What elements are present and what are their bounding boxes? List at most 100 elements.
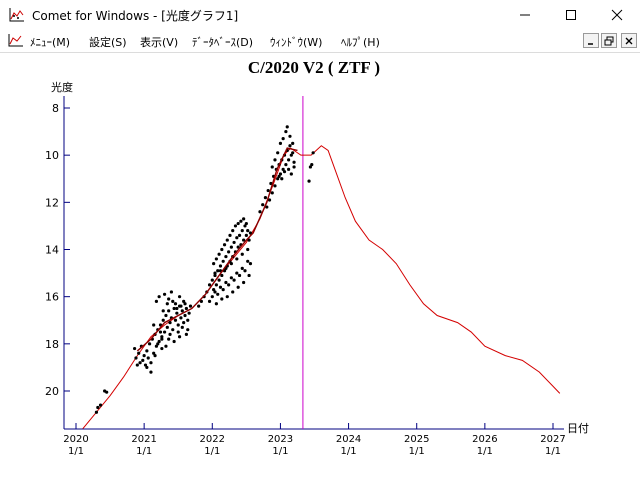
- minimize-button[interactable]: [502, 0, 548, 30]
- menu-window[interactable]: ｳｨﾝﾄﾞｳ(W): [270, 36, 323, 49]
- mdi-minimize-button[interactable]: [583, 33, 599, 48]
- observation-point: [175, 311, 179, 315]
- x-tick-label-date: 1/1: [204, 446, 220, 457]
- observation-point: [229, 262, 233, 266]
- observation-point: [173, 302, 178, 306]
- x-tick-label-year: 2023: [268, 434, 293, 445]
- observation-point: [207, 299, 212, 303]
- observation-point: [244, 233, 248, 237]
- observation-point: [222, 243, 227, 247]
- menu-main[interactable]: ﾒﾆｭｰ(M): [30, 36, 71, 49]
- observation-point: [291, 151, 295, 155]
- observation-point: [244, 221, 248, 226]
- observation-point: [180, 325, 184, 329]
- observation-point: [240, 252, 244, 256]
- observation-point: [221, 287, 225, 292]
- observation-point: [235, 236, 239, 240]
- fit-curve: [136, 147, 298, 352]
- observation-point: [287, 167, 291, 171]
- observation-point: [308, 165, 313, 169]
- observation-point: [220, 247, 224, 252]
- chart-window: C/2020 V2 ( ZTF ) 光度 日付 8 10 12 14 16 18 20 202…: [2, 53, 638, 478]
- observation-point: [197, 304, 201, 308]
- menu-view[interactable]: 表示(V): [140, 36, 179, 49]
- observation-point: [246, 259, 250, 263]
- x-tick-label-year: 2022: [200, 434, 225, 445]
- x-tick-label-year: 2024: [336, 434, 361, 445]
- observation-point: [288, 144, 292, 148]
- observation-point: [243, 224, 247, 228]
- x-tick-label-date: 1/1: [341, 446, 357, 457]
- window-titlebar[interactable]: Comet for Windows - [光度グラフ1]: [0, 0, 640, 30]
- observation-point: [291, 141, 295, 145]
- observation-point: [273, 184, 277, 188]
- observation-point: [169, 290, 173, 294]
- observation-point: [175, 306, 179, 311]
- observation-point: [225, 238, 229, 242]
- observation-point: [281, 167, 285, 171]
- x-tick-label-date: 1/1: [68, 446, 84, 457]
- observation-point: [182, 299, 186, 303]
- observation-point: [242, 217, 246, 221]
- observation-point: [160, 346, 164, 351]
- menu-settings[interactable]: 設定(S): [89, 36, 127, 49]
- observation-point: [227, 283, 231, 287]
- x-tick-label-date: 1/1: [272, 446, 288, 457]
- observation-point: [137, 351, 141, 355]
- menu-help[interactable]: ﾍﾙﾌﾟ(H): [341, 36, 380, 49]
- observation-point: [162, 330, 167, 334]
- observation-point: [288, 134, 292, 138]
- y-tick-label: 14: [45, 244, 59, 257]
- chart-app-icon: [9, 8, 24, 22]
- menu-bar: ﾒﾆｭｰ(M) 設定(S) 表示(V) ﾃﾞｰﾀﾍﾞｰｽ(D) ｳｨﾝﾄﾞｳ(W…: [0, 30, 640, 53]
- observation-point: [94, 410, 99, 414]
- observation-point: [167, 297, 171, 301]
- observations: [94, 125, 315, 414]
- observation-point: [212, 287, 216, 292]
- observation-point: [160, 337, 164, 341]
- observation-point: [214, 257, 218, 261]
- observation-point: [156, 342, 160, 346]
- observation-point: [165, 302, 169, 306]
- observation-point: [258, 210, 262, 214]
- observation-point: [153, 354, 157, 358]
- observation-point: [273, 158, 277, 162]
- observation-point: [242, 280, 246, 285]
- observation-point: [173, 318, 178, 322]
- observation-point: [149, 361, 153, 365]
- mdi-minimize-icon: [588, 43, 593, 45]
- observation-point: [227, 250, 231, 254]
- mdi-restore-button[interactable]: [601, 33, 617, 48]
- observation-point: [266, 188, 270, 193]
- close-button[interactable]: [594, 0, 640, 30]
- observation-point: [164, 313, 168, 318]
- maximize-button[interactable]: [548, 0, 594, 30]
- observation-point: [188, 304, 193, 308]
- x-tick-label-year: 2025: [404, 434, 429, 445]
- observation-point: [267, 198, 272, 202]
- ticks: 810121416182020201/120211/120221/120231/…: [45, 102, 566, 457]
- observation-point: [243, 269, 247, 273]
- observation-point: [232, 278, 236, 282]
- observation-point: [311, 151, 315, 155]
- observation-point: [221, 259, 225, 263]
- observation-point: [240, 266, 244, 270]
- observation-point: [172, 339, 176, 344]
- observation-point: [210, 295, 214, 299]
- x-tick-label-date: 1/1: [409, 446, 425, 457]
- observation-point: [216, 292, 220, 296]
- x-tick-label-date: 1/1: [136, 446, 152, 457]
- observation-point: [289, 172, 293, 176]
- document-chart-icon[interactable]: [8, 33, 24, 48]
- window-title: Comet for Windows - [光度グラフ1]: [32, 9, 239, 23]
- observation-point: [141, 358, 145, 362]
- observation-point: [177, 335, 182, 339]
- observation-point: [145, 365, 149, 370]
- observation-point: [135, 363, 139, 367]
- maximize-icon: [566, 10, 576, 20]
- mdi-close-button[interactable]: [621, 33, 637, 48]
- menu-database[interactable]: ﾃﾞｰﾀﾍﾞｰｽ(D): [192, 36, 254, 49]
- observation-point: [154, 299, 159, 303]
- observation-point: [246, 229, 250, 233]
- close-icon: [611, 9, 623, 21]
